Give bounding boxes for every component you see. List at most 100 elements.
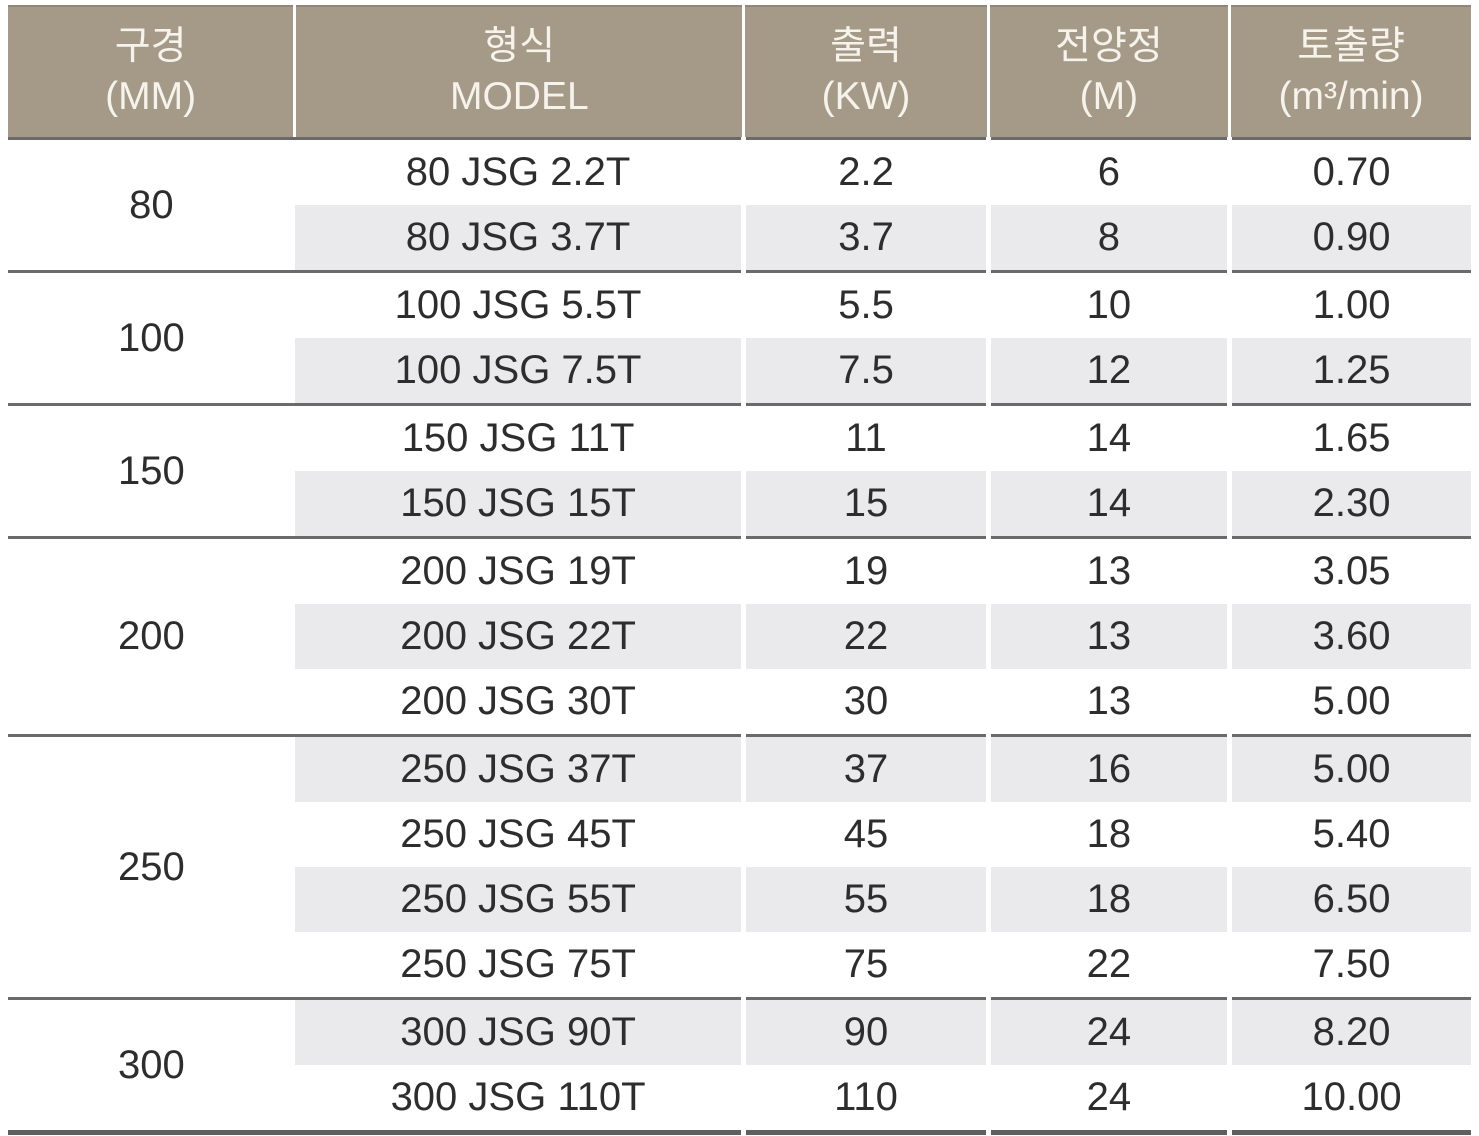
discharge-cell: 5.00	[1227, 669, 1471, 736]
header-discharge-unit: (m³/min)	[1278, 75, 1424, 118]
model-cell: 200 JSG 19T	[294, 536, 744, 604]
discharge-cell: 1.65	[1227, 403, 1471, 471]
diameter-cell: 300	[8, 997, 295, 1133]
table-row: 100 100 JSG 5.5T 5.5 10 1.00	[8, 270, 1471, 405]
head-cell: 18	[985, 802, 1230, 867]
head-cell: 13	[985, 669, 1230, 736]
diameter-cell: 100	[8, 270, 295, 405]
diameter-cell: 200	[8, 536, 295, 736]
diameter-cell: 150	[8, 403, 295, 538]
discharge-cell: 3.60	[1227, 604, 1471, 669]
diameter-cell: 80	[8, 137, 295, 272]
table-row: 250 JSG 45T 45 18 5.40	[8, 802, 1471, 867]
discharge-cell: 2.30	[1227, 471, 1471, 538]
head-cell: 18	[985, 867, 1230, 932]
pump-spec-table: 구경 (MM) 형식 MODEL 출력 (KW) 전양정 (M) 토출량 (	[8, 5, 1471, 1135]
model-cell: 250 JSG 75T	[294, 932, 744, 999]
header-output-label: 출력	[830, 25, 902, 69]
model-cell: 300 JSG 110T	[294, 1065, 744, 1133]
table-row: 200 JSG 30T 30 13 5.00	[8, 669, 1471, 736]
header-discharge: 토출량 (m³/min)	[1228, 5, 1471, 140]
table-row: 100 JSG 7.5T 7.5 12 1.25	[8, 338, 1471, 405]
discharge-cell: 6.50	[1227, 867, 1471, 932]
table-row: 80 80 JSG 2.2T 2.2 6 0.70	[8, 137, 1471, 272]
head-cell: 16	[985, 734, 1230, 802]
model-cell: 80 JSG 3.7T	[294, 205, 744, 272]
table-row: 150 JSG 15T 15 14 2.30	[8, 471, 1471, 538]
discharge-cell: 0.70	[1227, 137, 1471, 205]
table-row: 150 150 JSG 11T 11 14 1.65	[8, 403, 1471, 538]
model-cell: 150 JSG 15T	[294, 471, 744, 538]
model-cell: 200 JSG 30T	[294, 669, 744, 736]
output-cell: 22	[741, 604, 989, 669]
discharge-cell: 1.25	[1227, 338, 1471, 405]
discharge-cell: 5.40	[1227, 802, 1471, 867]
model-cell: 100 JSG 5.5T	[294, 270, 744, 338]
discharge-cell: 0.90	[1227, 205, 1471, 272]
output-cell: 30	[741, 669, 989, 736]
discharge-cell: 1.00	[1227, 270, 1471, 338]
discharge-cell: 7.50	[1227, 932, 1471, 999]
output-cell: 55	[741, 867, 989, 932]
head-cell: 24	[985, 1065, 1230, 1133]
output-cell: 110	[741, 1065, 989, 1133]
model-cell: 250 JSG 55T	[294, 867, 744, 932]
model-cell: 150 JSG 11T	[294, 403, 744, 471]
header-diameter-unit: (MM)	[105, 75, 197, 118]
head-cell: 12	[985, 338, 1230, 405]
output-cell: 45	[741, 802, 989, 867]
header-output-unit: (KW)	[821, 75, 911, 118]
table-body: 80 80 JSG 2.2T 2.2 6 0.70 80 JSG 3.7T 3.7 8 0.90…	[8, 137, 1471, 1133]
head-cell: 14	[985, 403, 1230, 471]
output-cell: 90	[741, 997, 989, 1065]
table-row: 200 200 JSG 19T 19 13 3.05	[8, 536, 1471, 736]
output-cell: 11	[741, 403, 989, 471]
discharge-cell: 5.00	[1227, 734, 1471, 802]
table-row: 80 JSG 3.7T 3.7 8 0.90	[8, 205, 1471, 272]
header-model-unit: MODEL	[449, 75, 589, 118]
header-row: 구경 (MM) 형식 MODEL 출력 (KW) 전양정 (M) 토출량 (	[8, 5, 1471, 140]
model-cell: 80 JSG 2.2T	[294, 137, 744, 205]
head-cell: 6	[985, 137, 1230, 205]
header-discharge-label: 토출량	[1297, 25, 1405, 69]
header-head: 전양정 (M)	[986, 5, 1230, 140]
table-row: 250 250 JSG 37T 37 16 5.00	[8, 734, 1471, 999]
table-row: 200 JSG 22T 22 13 3.60	[8, 604, 1471, 669]
header-diameter: 구경 (MM)	[8, 5, 295, 140]
output-cell: 19	[741, 536, 989, 604]
head-cell: 10	[985, 270, 1230, 338]
head-cell: 8	[985, 205, 1230, 272]
discharge-cell: 10.00	[1227, 1065, 1471, 1133]
table-row: 250 JSG 75T 75 22 7.50	[8, 932, 1471, 999]
model-cell: 300 JSG 90T	[294, 997, 744, 1065]
header-output: 출력 (KW)	[742, 5, 989, 140]
output-cell: 5.5	[741, 270, 989, 338]
diameter-cell: 250	[8, 734, 295, 999]
head-cell: 22	[985, 932, 1230, 999]
head-cell: 13	[985, 536, 1230, 604]
output-cell: 2.2	[741, 137, 989, 205]
head-cell: 14	[985, 471, 1230, 538]
head-cell: 24	[985, 997, 1230, 1065]
output-cell: 15	[741, 471, 989, 538]
table-header: 구경 (MM) 형식 MODEL 출력 (KW) 전양정 (M) 토출량 (	[8, 5, 1471, 140]
header-head-unit: (M)	[1079, 75, 1139, 118]
header-diameter-label: 구경	[114, 25, 187, 69]
table-row: 300 JSG 110T 110 24 10.00	[8, 1065, 1471, 1133]
discharge-cell: 3.05	[1227, 536, 1471, 604]
output-cell: 37	[741, 734, 989, 802]
output-cell: 75	[741, 932, 989, 999]
header-model: 형식 MODEL	[293, 5, 744, 140]
header-model-label: 형식	[483, 25, 556, 69]
table-row: 300 300 JSG 90T 90 24 8.20	[8, 997, 1471, 1133]
model-cell: 250 JSG 37T	[294, 734, 744, 802]
model-cell: 200 JSG 22T	[294, 604, 744, 669]
table-row: 250 JSG 55T 55 18 6.50	[8, 867, 1471, 932]
discharge-cell: 8.20	[1227, 997, 1471, 1065]
output-cell: 3.7	[741, 205, 989, 272]
model-cell: 100 JSG 7.5T	[294, 338, 744, 405]
head-cell: 13	[985, 604, 1230, 669]
model-cell: 250 JSG 45T	[294, 802, 744, 867]
header-head-label: 전양정	[1055, 25, 1163, 69]
